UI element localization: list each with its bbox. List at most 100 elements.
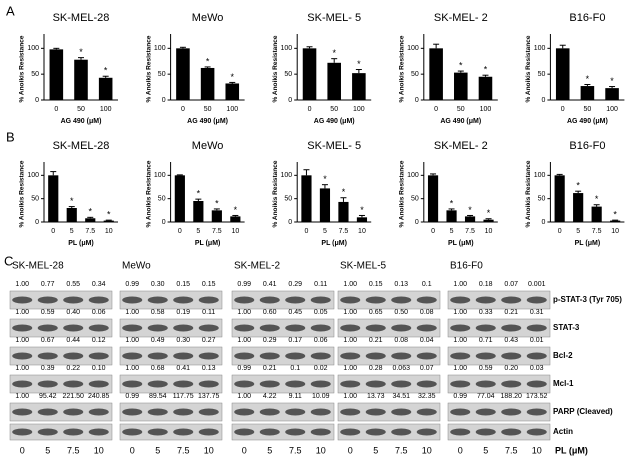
blot-band <box>259 296 280 304</box>
x-tick-label: 10 <box>611 228 619 235</box>
blot-band <box>285 296 306 304</box>
chart-title: MeWo <box>192 140 224 152</box>
bar <box>103 220 114 222</box>
blot-band <box>37 352 58 360</box>
y-tick-label: 0 <box>541 219 545 226</box>
quantification-value: 0.55 <box>66 281 80 288</box>
x-tick-label: 0 <box>431 228 435 235</box>
dose-label: 7.5 <box>289 445 302 455</box>
x-tick-label: 10 <box>358 228 366 235</box>
blot-band <box>391 380 412 388</box>
blot-band <box>285 324 306 332</box>
significance-star: * <box>104 66 108 76</box>
quantification-value: 0.20 <box>504 365 518 372</box>
blot-band <box>310 324 331 332</box>
quantification-value: 0.30 <box>151 281 165 288</box>
panel-label: B <box>6 129 15 144</box>
significance-star: * <box>79 47 83 57</box>
bar <box>605 88 619 100</box>
blot-band <box>122 352 143 360</box>
y-axis-label: % Anoikis Resistance <box>19 160 26 227</box>
blot-strip <box>231 374 335 394</box>
bar <box>429 48 443 100</box>
blot-strip <box>231 423 335 441</box>
blot-band <box>37 324 58 332</box>
quantification-value: 188.20 <box>501 393 523 400</box>
blot-band <box>475 408 496 416</box>
quantification-value: 1.00 <box>125 309 139 316</box>
y-tick-label: 50 <box>411 71 419 78</box>
blot-strip <box>119 374 223 394</box>
blot-band <box>416 380 437 388</box>
y-axis-label: % Anoikis Resistance <box>272 160 279 227</box>
x-tick-label: 5 <box>70 228 74 235</box>
significance-star: * <box>323 174 327 184</box>
y-tick-label: 50 <box>411 196 419 203</box>
significance-star: * <box>484 65 488 75</box>
blot-band <box>310 428 331 436</box>
quantification-value: 0.31 <box>530 309 544 316</box>
blot-band <box>63 352 84 360</box>
quantification-value: 0.41 <box>263 281 277 288</box>
blot-band <box>88 352 109 360</box>
blot-band <box>526 296 547 304</box>
blot-band <box>285 408 306 416</box>
dose-label: 0 <box>348 445 353 455</box>
quantification-value: 1.00 <box>453 337 467 344</box>
dose-label: 10 <box>94 445 104 455</box>
blot-band <box>12 408 33 416</box>
blot-band <box>526 428 547 436</box>
dose-label: 0 <box>242 445 247 455</box>
bar <box>301 175 312 222</box>
bar <box>454 72 468 100</box>
bar <box>464 216 476 222</box>
quantification-value: 0.1 <box>290 365 300 372</box>
bar <box>591 206 602 222</box>
protein-label: STAT-3 <box>553 323 580 332</box>
quantification-value: 0.04 <box>420 337 434 344</box>
blot-band <box>340 408 361 416</box>
x-axis-label: PL (μM) <box>575 240 601 247</box>
y-tick-label: 0 <box>415 97 419 104</box>
bar <box>225 83 240 100</box>
quantification-value: 0.43 <box>504 337 518 344</box>
significance-star: * <box>459 60 463 70</box>
bar <box>319 188 331 222</box>
x-tick-label: 10 <box>231 228 239 235</box>
blot-band <box>501 380 522 388</box>
quantification-value: 173.52 <box>526 393 548 400</box>
quantification-value: 1.00 <box>15 365 29 372</box>
quantification-value: 0.77 <box>41 281 55 288</box>
dose-label: 5 <box>483 445 488 455</box>
dose-label: 7.5 <box>177 445 190 455</box>
quantification-value: 0.12 <box>92 337 106 344</box>
y-tick-label: 100 <box>27 172 39 179</box>
dose-label: 0 <box>20 445 25 455</box>
blot-band <box>501 352 522 360</box>
quantification-value: 0.60 <box>263 309 277 316</box>
quantification-value: 1.00 <box>237 337 251 344</box>
quantification-value: 0.44 <box>66 337 80 344</box>
blot-band <box>285 380 306 388</box>
blot-band <box>259 408 280 416</box>
bar <box>85 218 96 222</box>
significance-star: * <box>468 205 472 215</box>
quantification-value: 0.21 <box>369 337 383 344</box>
y-tick-label: 0 <box>162 219 166 226</box>
blot-band <box>198 296 219 304</box>
blot-band <box>173 324 194 332</box>
blot-band <box>391 428 412 436</box>
dose-label: 10 <box>204 445 214 455</box>
significance-star: * <box>613 210 617 220</box>
x-tick-label: 0 <box>51 228 55 235</box>
blot-band <box>12 428 33 436</box>
dose-label: 7.5 <box>67 445 80 455</box>
x-tick-label: 50 <box>330 106 338 113</box>
bar <box>483 219 494 222</box>
x-tick-label: 7.5 <box>592 228 602 235</box>
quantification-value: 0.28 <box>369 365 383 372</box>
x-tick-label: 0 <box>54 106 58 113</box>
dose-label: 10 <box>422 445 432 455</box>
blot-band <box>416 296 437 304</box>
quantification-value: 0.19 <box>176 309 190 316</box>
